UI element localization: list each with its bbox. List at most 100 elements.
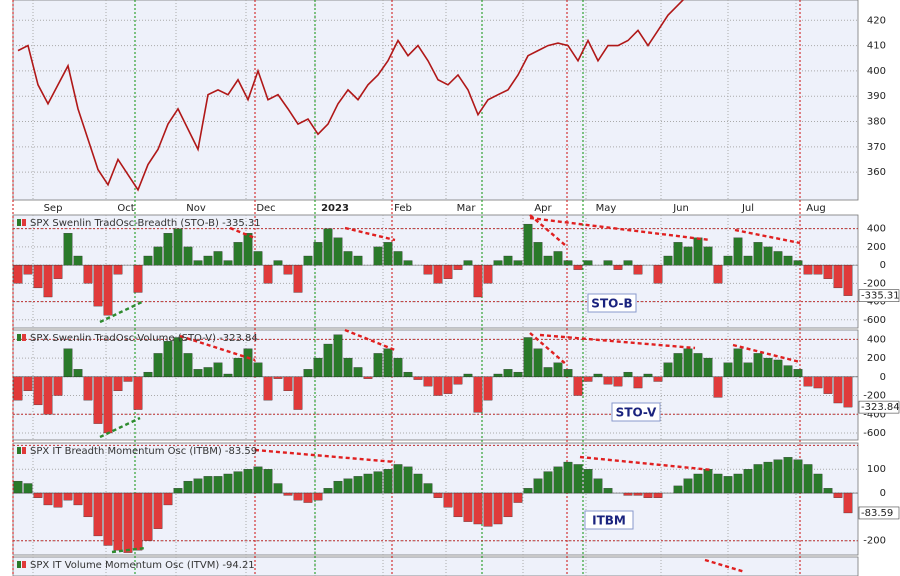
y-tick-label: -600 <box>863 315 886 326</box>
bar <box>173 488 183 494</box>
bar <box>113 376 123 392</box>
bar <box>423 483 433 494</box>
bar <box>553 362 563 377</box>
bar <box>233 357 243 377</box>
bar <box>763 357 773 377</box>
bar <box>833 376 843 404</box>
bar <box>283 492 293 496</box>
bar <box>193 369 203 377</box>
bar <box>23 483 33 494</box>
trend-line <box>344 226 396 242</box>
title-icon <box>22 447 26 454</box>
bar <box>113 492 123 551</box>
bar <box>683 348 693 377</box>
bar <box>243 233 253 266</box>
bar <box>203 367 213 377</box>
x-tick-label: Aug <box>806 203 826 214</box>
bar <box>593 478 603 494</box>
bar <box>443 264 453 279</box>
bar <box>433 376 443 396</box>
panel-tag: STO-B <box>591 297 632 311</box>
bar <box>663 362 673 377</box>
bar <box>263 264 273 284</box>
trend-line <box>99 300 143 324</box>
bar <box>603 488 613 494</box>
bar <box>43 376 53 415</box>
bar <box>543 471 553 494</box>
y-tick-label: 370 <box>867 142 886 153</box>
bar <box>13 264 23 284</box>
bar <box>293 376 303 410</box>
bar <box>323 228 333 266</box>
bar <box>63 233 73 266</box>
y-tick-label: 360 <box>867 167 886 178</box>
bar <box>473 492 483 525</box>
bar <box>63 348 73 377</box>
bar <box>283 264 293 275</box>
bar <box>643 373 653 377</box>
bar <box>303 369 313 377</box>
bar <box>313 357 323 377</box>
bar <box>273 260 283 266</box>
x-tick-label: Feb <box>394 203 412 214</box>
bar <box>33 376 43 406</box>
bar <box>613 376 623 387</box>
bar <box>533 242 543 266</box>
bar <box>333 480 343 494</box>
x-tick-label: Jun <box>672 203 689 214</box>
trend-line <box>111 546 146 554</box>
bar <box>733 348 743 377</box>
bar <box>213 251 223 266</box>
bar <box>183 246 193 266</box>
bar <box>383 348 393 377</box>
bar <box>473 264 483 298</box>
bar <box>443 376 453 394</box>
bar <box>233 471 243 494</box>
panel-tag: STO-V <box>616 406 657 420</box>
bar <box>443 492 453 508</box>
bar <box>813 473 823 494</box>
panel-tag: ITBM <box>592 514 626 528</box>
bar <box>433 264 443 284</box>
y-tick-label: 410 <box>867 41 886 52</box>
bar <box>253 466 263 494</box>
price-line <box>17 0 685 192</box>
bar <box>313 492 323 501</box>
bar <box>273 483 283 494</box>
trend-line <box>229 226 256 240</box>
bar <box>103 264 113 316</box>
bar <box>823 376 833 394</box>
bar <box>313 242 323 266</box>
bar <box>613 264 623 270</box>
bar <box>573 264 583 270</box>
bar <box>593 373 603 377</box>
last-value-label: -83.59 <box>861 508 893 519</box>
panel-title: SPX IT Breadth Momentum Osc (ITBM) -83.5… <box>30 446 257 457</box>
bar <box>483 264 493 284</box>
panel-title: SPX Swenlin TradOsc-Breadth (STO-B) -335… <box>30 218 261 229</box>
bar <box>753 242 763 266</box>
bar <box>93 264 103 307</box>
last-value-box <box>858 400 900 414</box>
bar <box>723 255 733 266</box>
bar <box>733 237 743 266</box>
bar <box>553 466 563 494</box>
y-tick-label: 400 <box>867 224 886 235</box>
bar <box>113 264 123 275</box>
bar <box>493 260 503 266</box>
bar <box>243 348 253 377</box>
bar <box>763 246 773 266</box>
bar <box>323 343 333 377</box>
bar <box>743 469 753 494</box>
title-icon <box>17 447 21 454</box>
bar <box>393 357 403 377</box>
y-tick-label: -600 <box>863 428 886 439</box>
bar <box>773 359 783 377</box>
bar <box>673 353 683 377</box>
bar <box>123 492 133 553</box>
bar <box>483 376 493 401</box>
bar <box>503 255 513 266</box>
bar <box>263 469 273 494</box>
bar <box>153 246 163 266</box>
bar <box>233 242 243 266</box>
